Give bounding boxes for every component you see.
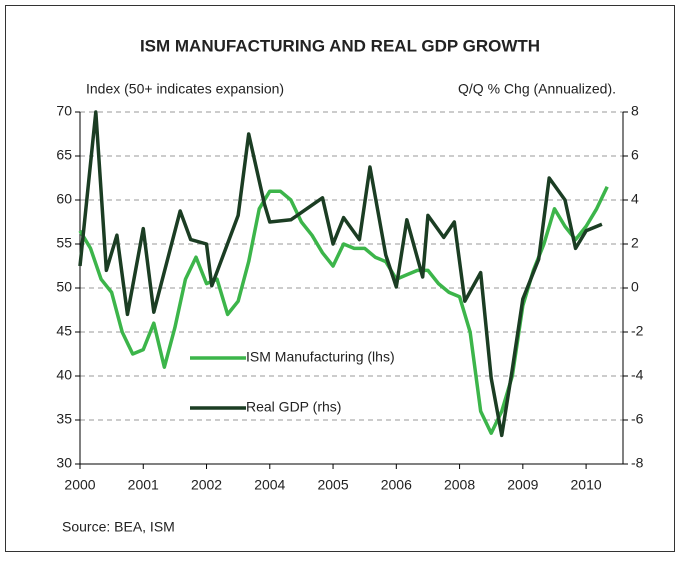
y2-tick-label: 2 — [631, 235, 639, 251]
x-tick-label: 2000 — [64, 477, 95, 493]
chart-title: ISM MANUFACTURING AND REAL GDP GROWTH — [140, 36, 540, 55]
legend-label: ISM Manufacturing (lhs) — [246, 349, 395, 365]
y-tick-label: 70 — [56, 103, 72, 119]
x-tick-label: 2004 — [254, 477, 285, 493]
y-tick-label: 50 — [56, 279, 72, 295]
y-axis-label: Index (50+ indicates expansion) — [86, 81, 284, 97]
legend-label: Real GDP (rhs) — [246, 399, 341, 415]
y2-tick-label: -6 — [631, 411, 644, 427]
y-tick-label: 45 — [56, 323, 72, 339]
y2-tick-label: -8 — [631, 455, 644, 471]
x-tick-label: 2006 — [381, 477, 412, 493]
y2-tick-label: 8 — [631, 103, 639, 119]
y-tick-label: 35 — [56, 411, 72, 427]
x-tick-label: 2008 — [444, 477, 475, 493]
y2-axis-label: Q/Q % Chg (Annualized). — [458, 81, 616, 97]
y2-tick-label: 6 — [631, 147, 639, 163]
y2-tick-label: -2 — [631, 323, 644, 339]
y-tick-label: 60 — [56, 191, 72, 207]
y2-tick-label: 0 — [631, 279, 639, 295]
y2-tick-label: 4 — [631, 191, 639, 207]
x-tick-label: 2005 — [317, 477, 348, 493]
y-tick-label: 55 — [56, 235, 72, 251]
frame — [5, 5, 675, 552]
y-tick-label: 30 — [56, 455, 72, 471]
y2-tick-label: -4 — [631, 367, 644, 383]
y-tick-label: 65 — [56, 147, 72, 163]
x-tick-label: 2001 — [128, 477, 159, 493]
x-tick-label: 2010 — [571, 477, 602, 493]
x-tick-label: 2002 — [191, 477, 222, 493]
y-tick-label: 40 — [56, 367, 72, 383]
series-line — [78, 110, 603, 438]
x-tick-label: 2009 — [507, 477, 538, 493]
source: Source: BEA, ISM — [62, 519, 175, 535]
